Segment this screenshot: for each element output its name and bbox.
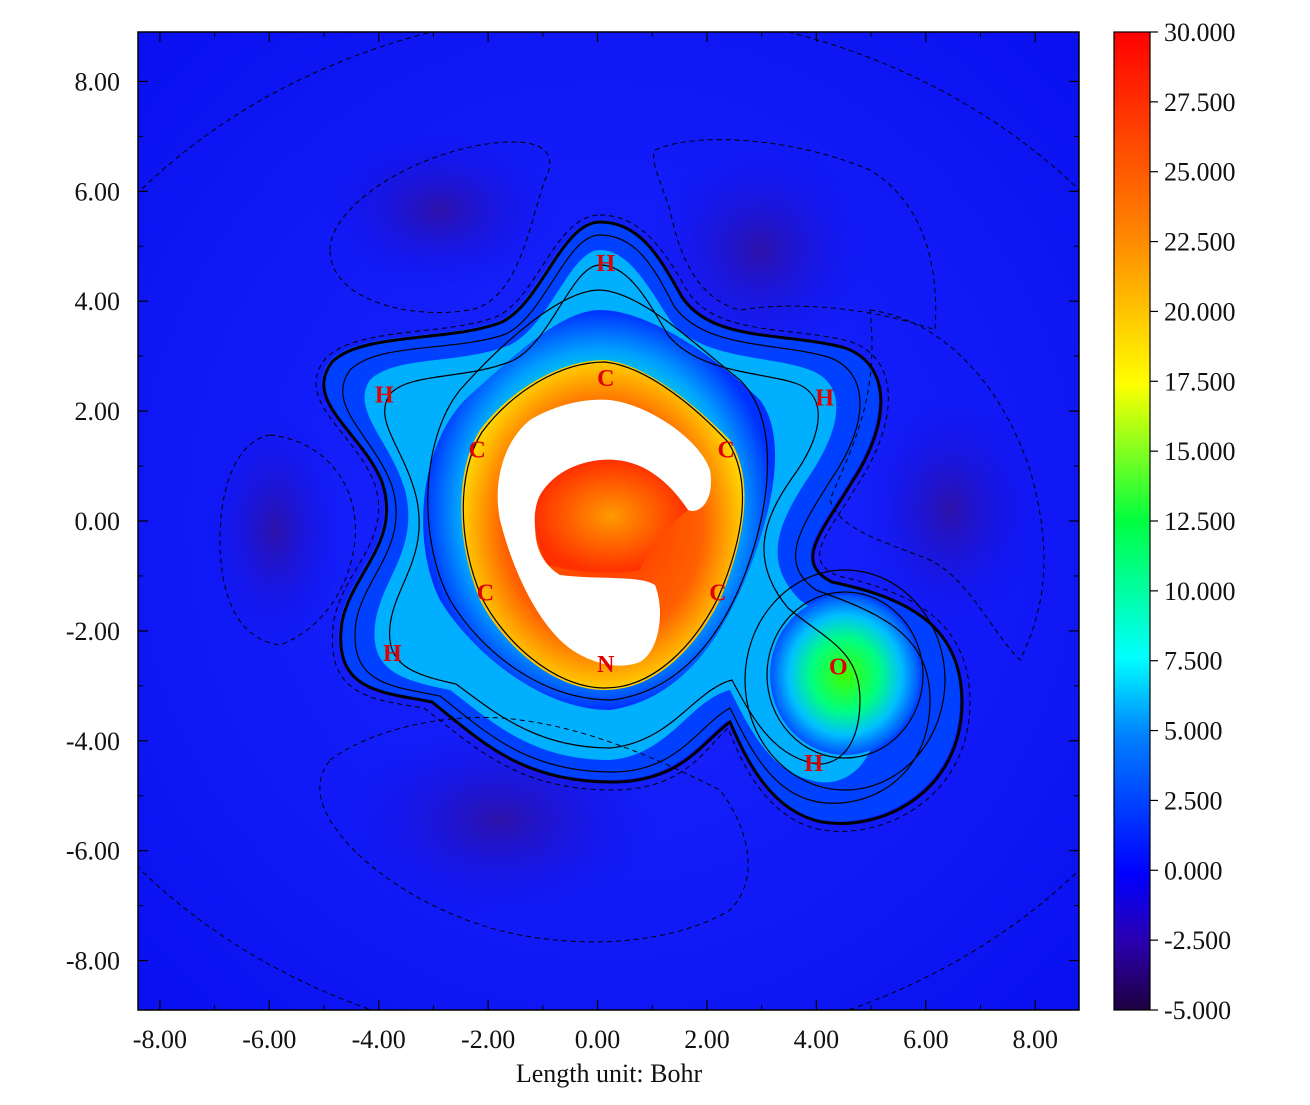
x-tick-label: 6.00 (903, 1025, 949, 1054)
colorbar-tick-label: -5.000 (1164, 996, 1231, 1025)
colorbar-tick-label: 10.000 (1164, 577, 1236, 606)
oxygen-density (770, 595, 920, 755)
y-tick-label: 8.00 (75, 67, 121, 96)
saturated-region (497, 399, 711, 666)
contour-lines (322, 220, 964, 825)
negative-lobe (205, 410, 345, 650)
x-tick-label: 2.00 (684, 1025, 730, 1054)
dashed-contours (138, 32, 1079, 1010)
negative-lobe (320, 130, 560, 290)
x-tick-label: -4.00 (352, 1025, 406, 1054)
y-tick-label: -2.00 (66, 617, 120, 646)
x-tick-label: -6.00 (242, 1025, 296, 1054)
atom-label-h: H (804, 751, 823, 777)
colorbar-tick-label: -2.500 (1164, 926, 1231, 955)
colorbar-tick-label: 7.500 (1164, 647, 1223, 676)
colorbar-ticks: 30.000 27.500 25.000 22.500 20.000 17.500 15.0… (1150, 18, 1236, 1025)
colorbar-tick-label: 0.000 (1164, 856, 1223, 885)
x-axis: -8.00 -6.00 -4.00 -2.00 0.00 2.00 4.00 6.00 8.00 (133, 32, 1058, 1054)
atom-label-c: C (717, 438, 734, 464)
colorbar-tick-label: 20.000 (1164, 297, 1236, 326)
colorbar-tick-label: 27.500 (1164, 88, 1236, 117)
y-tick-label: -6.00 (66, 837, 120, 866)
x-tick-label: 4.00 (794, 1025, 840, 1054)
atom-labels: H C H C C H C C N H O H (375, 251, 848, 777)
atom-label-n: N (597, 652, 615, 678)
colorbar-tick-label: 5.000 (1164, 717, 1223, 746)
y-tick-label: 6.00 (75, 177, 121, 206)
y-tick-label: -4.00 (66, 727, 120, 756)
atom-label-h: H (383, 641, 402, 667)
y-tick-label: 4.00 (75, 287, 121, 316)
atom-label-o: O (829, 655, 848, 681)
colorbar-tick-label: 15.000 (1164, 437, 1236, 466)
x-tick-label: 0.00 (575, 1025, 621, 1054)
x-tick-label: 8.00 (1012, 1025, 1058, 1054)
colorbar-tick-label: 12.500 (1164, 507, 1236, 536)
negative-lobe (650, 140, 870, 360)
colorbar-tick-label: 25.000 (1164, 158, 1236, 187)
colorbar-gradient (1113, 31, 1151, 1011)
colorbar-tick-label: 2.500 (1164, 786, 1223, 815)
colorbar: 30.000 27.500 25.000 22.500 20.000 17.500 15.0… (1113, 18, 1236, 1025)
atom-label-c: C (597, 366, 614, 392)
negative-lobe (860, 390, 1040, 630)
atom-label-h: H (375, 383, 394, 409)
atom-label-c: C (469, 438, 486, 464)
atom-label-c: C (477, 580, 494, 606)
x-axis-label: Length unit: Bohr (516, 1059, 703, 1088)
x-tick-label: -2.00 (461, 1025, 515, 1054)
y-tick-label: -8.00 (66, 947, 120, 976)
colorbar-tick-label: 30.000 (1164, 18, 1236, 47)
atom-label-c: C (709, 580, 726, 606)
atom-label-h: H (596, 251, 615, 277)
colorbar-tick-label: 17.500 (1164, 367, 1236, 396)
plot-area: H C H C C H C C N H O H (138, 32, 1079, 1010)
y-tick-label: 2.00 (75, 397, 121, 426)
colorbar-tick-label: 22.500 (1164, 228, 1236, 257)
central-core (534, 459, 688, 573)
atom-label-h: H (815, 385, 834, 411)
y-tick-label: 0.00 (75, 507, 121, 536)
y-axis: 8.00 6.00 4.00 2.00 0.00 -2.00 -4.00 -6.00 -8.00 (66, 67, 1079, 976)
x-tick-label: -8.00 (133, 1025, 187, 1054)
